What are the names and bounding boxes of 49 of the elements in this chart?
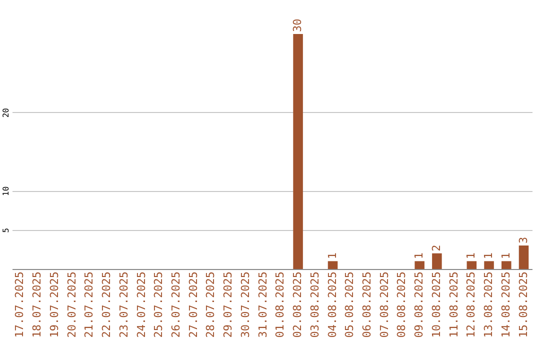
x-tick-label: 18.07.2025	[30, 272, 44, 338]
data-label: 30	[291, 18, 304, 32]
x-tick-label: 07.08.2025	[378, 272, 391, 338]
x-tick-label: 27.07.2025	[186, 272, 200, 338]
bar	[293, 34, 303, 269]
x-tick-label: 19.07.2025	[48, 272, 61, 338]
x-tick-label: 31.07.2025	[256, 272, 270, 338]
x-tick-label: 12.08.2025	[464, 272, 478, 338]
bar	[466, 261, 477, 269]
bar	[484, 261, 494, 269]
x-tick-label: 15.08.2025	[516, 272, 530, 338]
x-tick-label: 20.07.2025	[65, 272, 78, 338]
x-tick-label: 21.07.2025	[82, 272, 96, 338]
data-label: 1	[326, 252, 339, 260]
x-tick-label: 04.08.2025	[326, 272, 339, 338]
x-tick-label: 02.08.2025	[291, 272, 304, 338]
x-tick-label: 25.07.2025	[152, 272, 166, 338]
x-tick-label: 14.08.2025	[499, 272, 512, 338]
x-tick-label: 11.08.2025	[447, 272, 460, 338]
x-tick-label: 09.08.2025	[412, 272, 426, 338]
data-label: 1	[464, 252, 478, 260]
data-label: 1	[482, 252, 496, 260]
x-tick-label: 28.07.2025	[204, 272, 218, 338]
data-label: 2	[430, 244, 443, 252]
x-tick-label: 10.08.2025	[430, 272, 443, 338]
x-tick-label: 23.07.2025	[117, 272, 130, 338]
data-label: 1	[499, 252, 512, 260]
x-tick-label: 08.08.2025	[395, 272, 408, 338]
x-tick-label: 05.08.2025	[343, 272, 356, 338]
y-tick-label: 10	[2, 186, 10, 196]
x-tick-label: 01.08.2025	[274, 272, 287, 338]
x-tick-label: 22.07.2025	[100, 272, 114, 338]
x-tick-label: 17.07.2025	[13, 272, 26, 338]
x-tick-label: 06.08.2025	[360, 272, 374, 338]
data-label: 1	[412, 252, 426, 260]
x-tick-label: 24.07.2025	[134, 272, 148, 338]
bar	[414, 261, 424, 269]
y-tick-label: 20	[2, 108, 10, 118]
bar	[432, 253, 442, 269]
x-tick-label: 13.08.2025	[482, 272, 496, 338]
data-label: 3	[516, 236, 530, 244]
x-tick-label: 30.07.2025	[238, 272, 252, 338]
x-tick-label: 03.08.2025	[308, 272, 322, 338]
x-tick-label: 29.07.2025	[222, 272, 235, 338]
x-tick-label: 26.07.2025	[170, 272, 183, 338]
bar	[518, 246, 529, 269]
y-tick-label: 5	[2, 228, 10, 233]
bar	[502, 261, 512, 269]
bar	[328, 261, 338, 269]
